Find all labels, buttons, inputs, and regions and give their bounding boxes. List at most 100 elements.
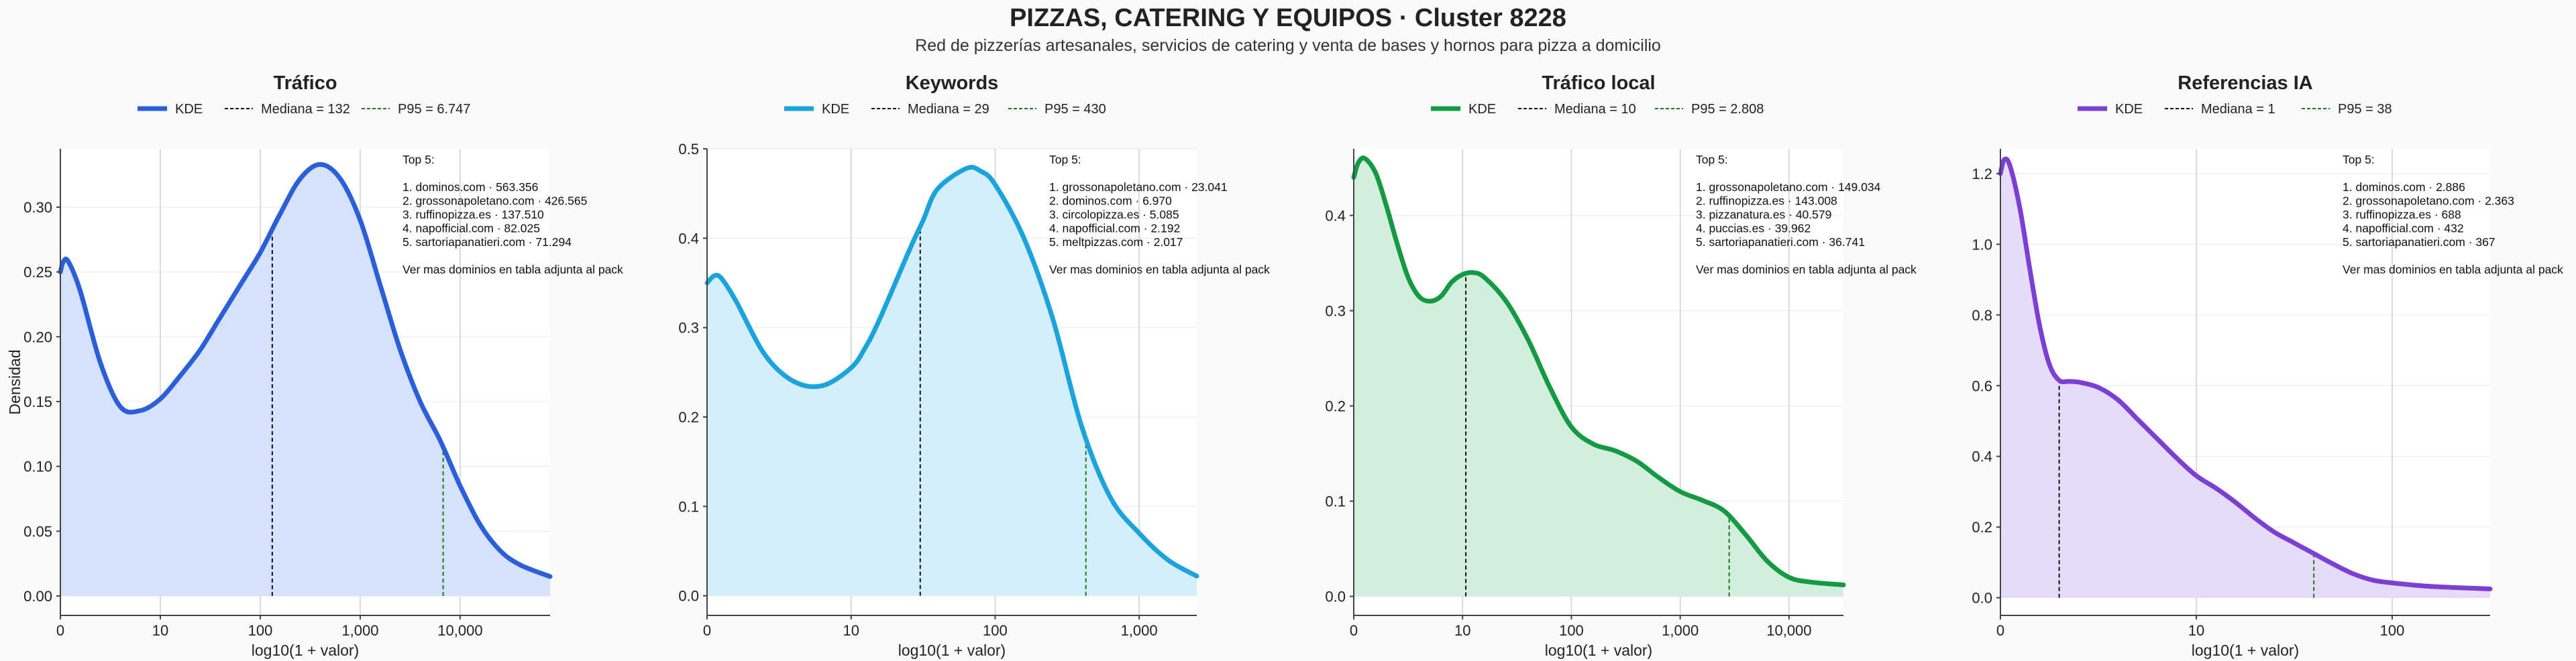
x-tick-label: 10,000: [437, 622, 482, 639]
y-tick-label: 0.1: [1325, 493, 1346, 510]
chart-title: Tráfico: [273, 72, 337, 94]
x-tick-label: 100: [2380, 622, 2405, 639]
legend: KDE Mediana = 10 P95 = 2.808: [1431, 102, 1764, 117]
legend-median-label: Mediana = 10: [1554, 102, 1636, 117]
x-axis-label: log10(1 + valor): [898, 642, 1006, 659]
y-tick-label: 0.0: [1325, 589, 1346, 605]
legend-median-label: Mediana = 132: [261, 102, 350, 117]
chart-panel-3: 0.0 0.1 0.2 0.3 0.4 0 10 100 1,000 10,000 log10(1 …: [1325, 72, 1917, 659]
page-subtitle: Red de pizzerías artesanales, servicios …: [915, 36, 1661, 55]
legend-kde-label: KDE: [1468, 102, 1496, 117]
kde-line: [1998, 156, 2493, 591]
annotation-line: Top 5:: [2343, 153, 2375, 166]
y-tick-label: 0.0: [1972, 590, 1992, 607]
chart-title: Keywords: [906, 72, 999, 94]
top5-annotation: Top 5: 1. grossonapoletano.com · 149.0342…: [1696, 153, 1917, 276]
legend: KDE Mediana = 132 P95 = 6.747: [138, 102, 470, 117]
legend-kde-label: KDE: [822, 102, 849, 117]
legend-kde-label: KDE: [2115, 102, 2143, 117]
annotation-line: 1. dominos.com · 563.356: [402, 180, 538, 194]
kde-line: [704, 165, 1199, 579]
y-axis-label: Densidad: [6, 349, 23, 414]
x-tick-label: 1,000: [1662, 622, 1699, 639]
annotation-line: 2. dominos.com · 6.970: [1049, 194, 1172, 208]
x-axis-label: log10(1 + valor): [2192, 642, 2299, 659]
x-tick-label: 100: [248, 622, 273, 639]
y-tick-label: 0.2: [1325, 398, 1346, 415]
annotation-line: 2. grossonapoletano.com · 2.363: [2343, 194, 2514, 208]
annotation-line: 4. napofficial.com · 432: [2343, 222, 2464, 235]
x-tick-label: 10: [2188, 622, 2204, 639]
kde-area: [1354, 158, 1843, 597]
y-tick-label: 0.4: [1972, 448, 1992, 465]
y-tick-label: 0.30: [23, 199, 52, 216]
annotation-line: 2. grossonapoletano.com · 426.565: [402, 194, 587, 208]
y-tick-label: 0.5: [678, 141, 699, 158]
y-tick-label: 0.25: [23, 264, 52, 281]
annotation-line: Top 5:: [1696, 153, 1728, 166]
annotation-line: 4. puccias.es · 39.962: [1696, 222, 1811, 235]
annotation-line: Ver mas dominios en tabla adjunta al pac…: [1696, 263, 1917, 276]
x-tick-label: 0: [1350, 622, 1358, 639]
x-axis-label: log10(1 + valor): [252, 642, 359, 659]
annotation-line: 1. dominos.com · 2.886: [2343, 180, 2465, 194]
chart-title: Tráfico local: [1542, 72, 1655, 94]
kde-line: [58, 162, 553, 579]
annotation-line: Ver mas dominios en tabla adjunta al pac…: [1049, 263, 1270, 276]
annotation-line: 5. sartoriapanatieri.com · 71.294: [402, 235, 572, 249]
y-tick-label: 0.4: [1325, 207, 1346, 224]
top5-annotation: Top 5: 1. grossonapoletano.com · 23.0412.…: [1049, 153, 1270, 276]
x-tick-label: 10,000: [1766, 622, 1811, 639]
legend: KDE Mediana = 29 P95 = 430: [784, 102, 1106, 117]
x-tick-label: 100: [1559, 622, 1584, 639]
x-tick-label: 0: [703, 622, 711, 639]
y-tick-label: 0.15: [23, 394, 52, 410]
annotation-line: Top 5:: [402, 153, 435, 166]
annotation-line: 4. napofficial.com · 2.192: [1049, 222, 1180, 235]
annotation-line: Top 5:: [1049, 153, 1081, 166]
annotation-line: 3. ruffinopizza.es · 688: [2343, 208, 2461, 221]
y-tick-label: 0.2: [678, 409, 699, 426]
x-tick-label: 1,000: [341, 622, 378, 639]
x-tick-label: 100: [983, 622, 1008, 639]
y-tick-label: 0.2: [1972, 519, 1992, 536]
x-tick-label: 0: [1996, 622, 2004, 639]
y-tick-label: 0.4: [678, 230, 699, 247]
legend-kde-label: KDE: [175, 102, 203, 117]
chart-title: Referencias IA: [2178, 72, 2313, 94]
y-tick-label: 0.0: [678, 588, 699, 605]
y-tick-label: 0.10: [23, 459, 52, 475]
legend-p95-label: P95 = 2.808: [1691, 102, 1764, 117]
annotation-line: Ver mas dominios en tabla adjunta al pac…: [2343, 263, 2563, 276]
annotation-line: 3. pizzanatura.es · 40.579: [1696, 208, 1831, 221]
annotation-line: Ver mas dominios en tabla adjunta al pac…: [402, 263, 623, 276]
y-tick-label: 0.6: [1972, 377, 1992, 394]
annotation-line: 3. ruffinopizza.es · 137.510: [402, 208, 544, 221]
y-tick-label: 0.20: [23, 328, 52, 345]
annotation-line: 1. grossonapoletano.com · 23.041: [1049, 180, 1228, 194]
legend-p95-label: P95 = 38: [2338, 102, 2392, 117]
annotation-line: 5. meltpizzas.com · 2.017: [1049, 235, 1183, 249]
y-tick-label: 1.0: [1972, 236, 1992, 253]
kde-area: [2000, 159, 2490, 598]
x-tick-label: 10: [152, 622, 168, 639]
y-tick-label: 0.3: [1325, 302, 1346, 319]
y-tick-label: 1.2: [1972, 166, 1992, 182]
annotation-line: 5. sartoriapanatieri.com · 367: [2343, 235, 2496, 249]
y-tick-label: 0.3: [678, 320, 699, 337]
kde-area: [60, 164, 550, 596]
legend-median-label: Mediana = 1: [2201, 102, 2275, 117]
annotation-line: 1. grossonapoletano.com · 149.034: [1696, 180, 1881, 194]
x-tick-label: 10: [843, 622, 859, 639]
chart-panel-1: 0.00 0.05 0.10 0.15 0.20 0.25 0.30 0 10 100 1,000 1…: [6, 72, 623, 659]
x-axis-label: log10(1 + valor): [1545, 642, 1652, 659]
chart-panel-2: 0.0 0.1 0.2 0.3 0.4 0.5 0 10 100 1,000 log10(1 + v…: [678, 72, 1270, 659]
legend-p95-label: P95 = 6.747: [398, 102, 470, 117]
x-tick-label: 10: [1454, 622, 1470, 639]
chart-panel-4: 0.0 0.2 0.4 0.6 0.8 1.0 1.2 0 10 100 log10(1 + val…: [1972, 72, 2563, 659]
y-tick-label: 0.00: [23, 588, 52, 605]
kde-area: [707, 167, 1197, 596]
